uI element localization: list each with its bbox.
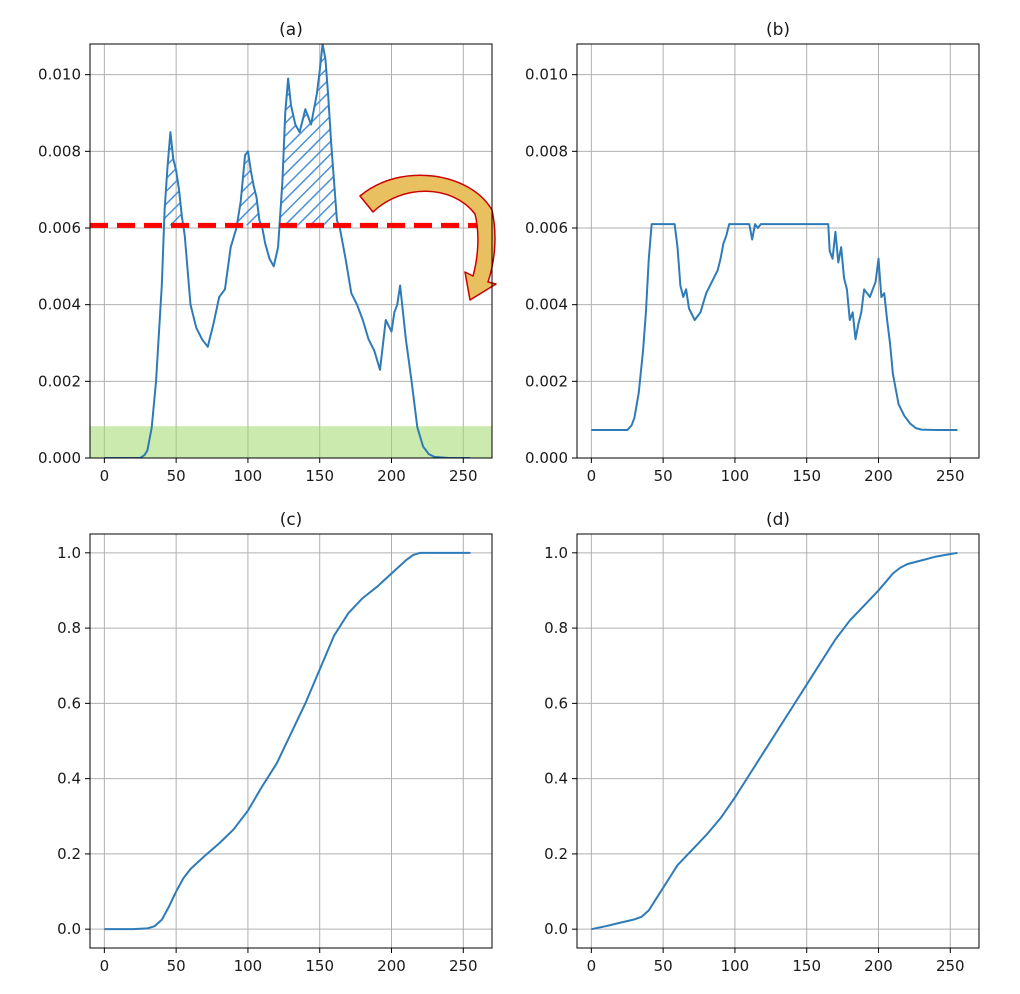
x-tick-label: 100 — [721, 957, 750, 975]
excess-hatched-area — [164, 44, 339, 226]
y-tick-label: 0.4 — [544, 770, 568, 788]
x-tick-label: 0 — [100, 957, 110, 975]
x-tick-label: 150 — [792, 467, 821, 485]
x-tick-label: 100 — [234, 957, 263, 975]
axes-frame — [89, 533, 493, 949]
y-tick-label: 0.010 — [38, 66, 81, 84]
y-tick-label: 0.2 — [544, 845, 568, 863]
y-tick-label: 0.002 — [525, 372, 568, 390]
x-tick-label: 150 — [305, 957, 334, 975]
y-tick-label: 0.006 — [38, 219, 81, 237]
x-tick-label: 250 — [936, 957, 965, 975]
y-tick-label: 0.0 — [544, 920, 568, 938]
x-tick-label: 0 — [100, 467, 110, 485]
axes-frame — [89, 43, 493, 459]
x-tick-label: 250 — [449, 957, 478, 975]
series-line-b — [591, 223, 958, 432]
y-tick-label: 0.002 — [38, 372, 81, 390]
x-tick-label: 150 — [305, 467, 334, 485]
y-tick-label: 0.000 — [38, 449, 81, 467]
panel-d: 0 50 100 150 200 250 0.0 0.2 0.4 0.6 0.8 1.0 (d) — [544, 510, 980, 975]
y-tick-label: 1.0 — [544, 544, 568, 562]
y-tick-label: 0.004 — [525, 296, 568, 314]
series-line-a — [104, 44, 471, 458]
series-line-c — [104, 551, 471, 931]
x-tick-label: 200 — [377, 467, 406, 485]
x-tick-label: 200 — [377, 957, 406, 975]
panel-title: (a) — [279, 20, 303, 40]
panel-title: (c) — [280, 510, 303, 530]
y-tick-label: 0.2 — [57, 845, 81, 863]
axes-frame — [576, 533, 980, 949]
y-tick-label: 0.006 — [525, 219, 568, 237]
redistribution-arrow — [359, 174, 497, 301]
x-tick-label: 150 — [792, 957, 821, 975]
panel-title: (b) — [766, 20, 790, 40]
x-tick-label: 250 — [449, 467, 478, 485]
y-tick-label: 1.0 — [57, 544, 81, 562]
x-tick-label: 200 — [864, 467, 893, 485]
y-tick-label: 0.6 — [57, 694, 81, 712]
x-tick-label: 50 — [167, 467, 186, 485]
x-tick-label: 50 — [167, 957, 186, 975]
axes-frame — [576, 43, 980, 459]
y-tick-label: 0.004 — [38, 296, 81, 314]
y-tick-label: 0.0 — [57, 920, 81, 938]
x-tick-label: 100 — [721, 467, 750, 485]
x-tick-label: 50 — [654, 957, 673, 975]
y-tick-label: 0.008 — [38, 142, 81, 160]
y-tick-label: 0.008 — [525, 142, 568, 160]
x-tick-label: 250 — [936, 467, 965, 485]
panel-a: 0 50 100 150 200 250 0.000 0.002 0.004 0.006 0.008… — [38, 20, 497, 485]
panel-c: 0 50 100 150 200 250 0.0 0.2 0.4 0.6 0.8 1.0 (c) — [57, 510, 493, 975]
y-tick-label: 0.4 — [57, 770, 81, 788]
y-tick-label: 0.8 — [57, 619, 81, 637]
y-tick-label: 0.8 — [544, 619, 568, 637]
x-tick-label: 0 — [587, 467, 597, 485]
x-tick-label: 50 — [654, 467, 673, 485]
y-tick-label: 0.010 — [525, 66, 568, 84]
panel-b: 0 50 100 150 200 250 0.000 0.002 0.004 0.006 0.008… — [525, 20, 980, 485]
panel-title: (d) — [766, 510, 790, 530]
y-tick-label: 0.6 — [544, 694, 568, 712]
x-tick-label: 200 — [864, 957, 893, 975]
x-tick-label: 0 — [587, 957, 597, 975]
redistribution-band — [90, 426, 492, 458]
x-tick-label: 100 — [234, 467, 263, 485]
y-tick-label: 0.000 — [525, 449, 568, 467]
series-line-d — [591, 551, 958, 931]
